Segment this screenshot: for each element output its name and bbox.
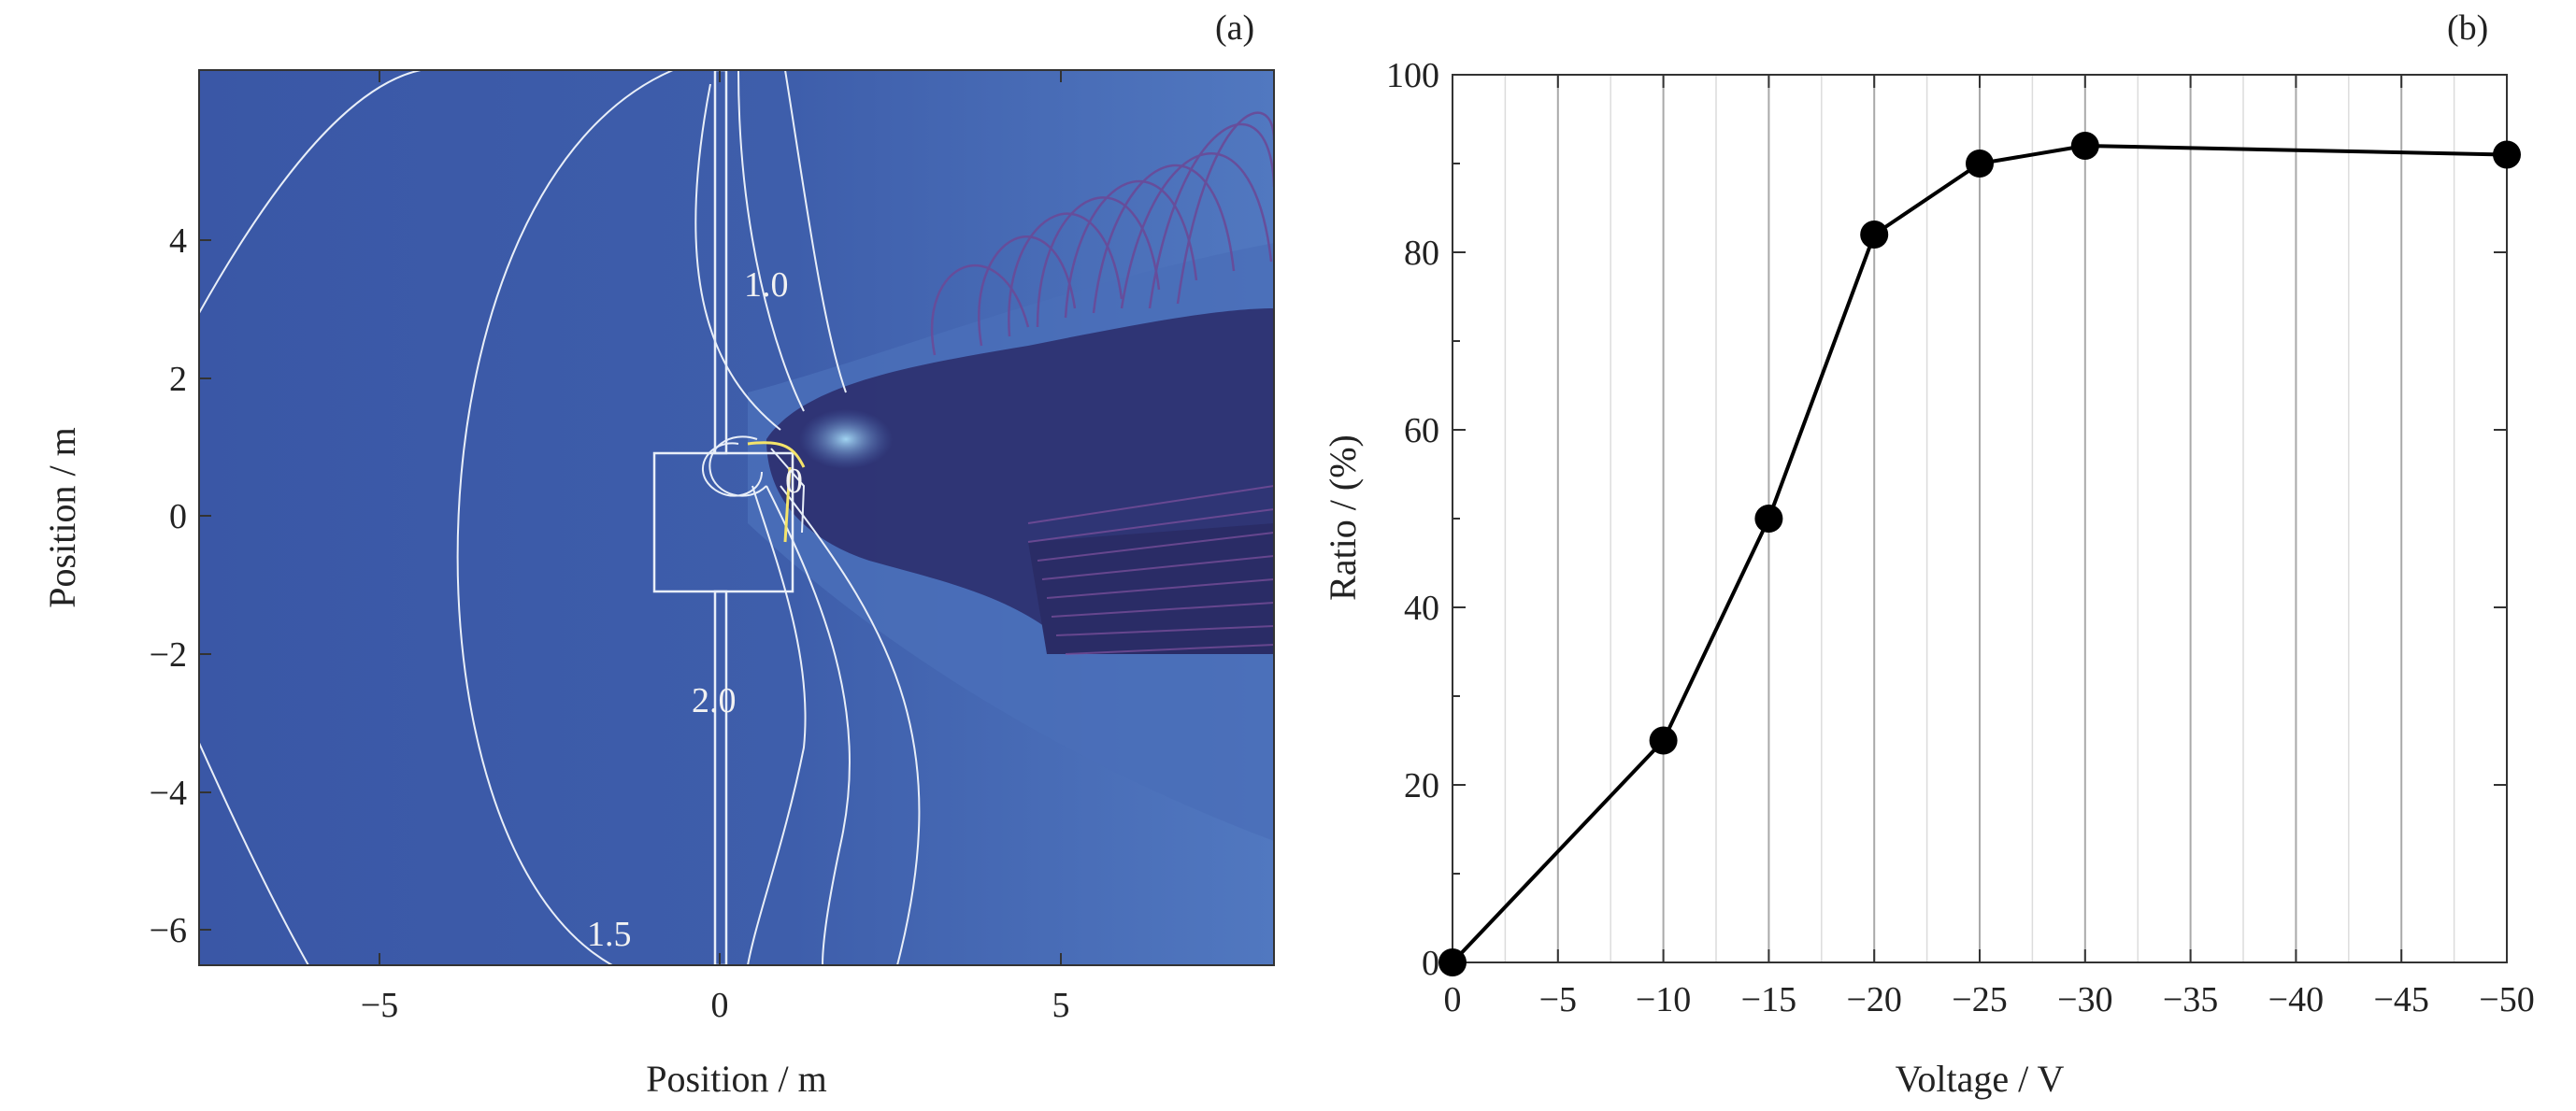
spacecraft-glow: [799, 409, 893, 469]
data-point: [1754, 505, 1783, 533]
x-tick-label: 0: [1444, 980, 1462, 1019]
y-tick-label: 0: [1422, 944, 1439, 983]
panel-a-y-tick-label: 0: [169, 497, 187, 536]
panel-b-label: (b): [2447, 8, 2488, 48]
x-tick-label: −30: [2057, 980, 2112, 1019]
y-tick-label: 100: [1386, 56, 1439, 95]
electron-orbits: [930, 111, 1274, 356]
x-tick-label: −15: [1741, 980, 1796, 1019]
lower-tether: [713, 590, 728, 965]
panel-a-y-tick-label: −4: [150, 774, 187, 813]
x-tick-label: −45: [2373, 980, 2428, 1019]
y-tick-label: 80: [1404, 234, 1439, 273]
panel-b-y-axis-label: Ratio / (%): [1322, 434, 1364, 601]
x-tick-label: −35: [2163, 980, 2218, 1019]
x-tick-label: −10: [1636, 980, 1691, 1019]
contour-label-0: 0: [785, 462, 803, 501]
x-tick-label: −20: [1846, 980, 1901, 1019]
contour-label-1-5: 1.5: [587, 915, 632, 954]
upper-tether: [713, 70, 728, 455]
panel-a-x-tick-label: 5: [1052, 986, 1070, 1025]
y-tick-label: 20: [1404, 766, 1439, 805]
potential-contours: [199, 70, 921, 965]
data-point: [2493, 140, 2521, 169]
panel-a-x-ticks: [379, 70, 1062, 965]
x-tick-label: −40: [2268, 980, 2324, 1019]
data-point: [2070, 132, 2099, 160]
data-point: [1860, 221, 1889, 249]
panel-a-y-tick-label: 2: [169, 360, 187, 399]
panel-b-x-tick-labels: 0 −5 −10 −15 −20 −25 −30 −35 −40 −45 −50: [1444, 980, 2535, 1019]
y-tick-label: 40: [1404, 589, 1439, 628]
y-tick-label: 60: [1404, 411, 1439, 450]
panel-b-y-tick-labels: 0 20 40 60 80 100: [1386, 56, 1439, 983]
panel-a-label: (a): [1215, 8, 1254, 48]
panel-b-x-axis-label: Voltage / V: [1896, 1058, 2065, 1100]
panel-a-x-axis-label: Position / m: [646, 1058, 826, 1100]
sheath-highlight: [747, 441, 806, 468]
panel-b-series: [1438, 132, 2521, 976]
x-tick-label: −50: [2479, 980, 2534, 1019]
panel-a-y-tick-label: −6: [150, 911, 187, 950]
data-point: [1438, 948, 1467, 976]
panel-a-x-tick-label: 0: [711, 986, 729, 1025]
panel-a-y-axis-label: Position / m: [41, 427, 83, 607]
panel-a-x-tick-label: −5: [361, 986, 398, 1025]
contour-label-1-0: 1.0: [744, 265, 789, 305]
data-point: [1966, 150, 1994, 178]
panel-a-frame: [198, 69, 1275, 966]
x-tick-label: −5: [1539, 980, 1577, 1019]
panel-a-y-tick-label: 4: [169, 221, 187, 261]
data-point: [1649, 726, 1678, 755]
panel-a-y-ticks: [199, 239, 211, 931]
sheath-highlight-vertical: [783, 466, 792, 543]
panel-a-plot-area: [199, 70, 1274, 965]
ion-trajectories: [1027, 485, 1274, 655]
panel-b-grid: [1452, 75, 2508, 962]
panel-a: (a): [41, 8, 1275, 1100]
panel-b: (b) 0 −5 −10 −15 −20 −25 −30 −35 −40 −45 −50 0 20 40…: [1322, 8, 2535, 1100]
contour-label-2-0: 2.0: [692, 681, 737, 720]
x-tick-label: −25: [1952, 980, 2007, 1019]
panel-a-y-tick-label: −2: [150, 635, 187, 675]
panel-b-ticks: [1452, 74, 2508, 963]
